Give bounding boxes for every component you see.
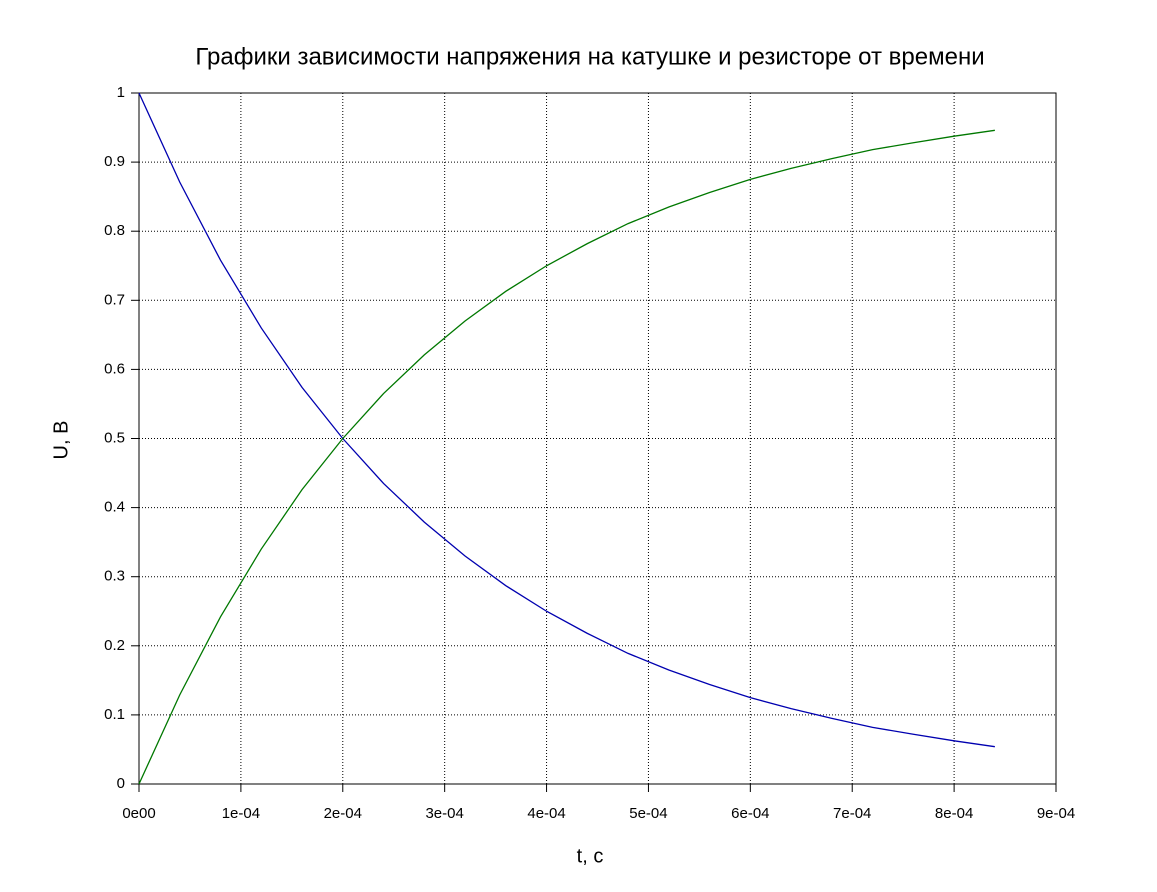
y-tick-label: 1	[117, 84, 125, 101]
y-axis-label: U, B	[50, 421, 72, 460]
y-tick-label: 0	[117, 775, 125, 792]
x-tick-label: 0e00	[122, 805, 155, 822]
x-tick-label: 2e-04	[324, 805, 362, 822]
x-tick-label: 9e-04	[1037, 805, 1075, 822]
x-tick-label: 5e-04	[629, 805, 667, 822]
y-tick-label: 0.5	[104, 429, 125, 446]
x-tick-label: 6e-04	[731, 805, 769, 822]
y-tick-label: 0.4	[104, 499, 125, 516]
y-tick-label: 0.3	[104, 568, 125, 585]
y-tick-label: 0.7	[104, 291, 125, 308]
x-tick-label: 7e-04	[833, 805, 871, 822]
y-tick-label: 0.1	[104, 706, 125, 723]
x-axis-label: t, c	[577, 845, 604, 867]
x-tick-label: 4e-04	[527, 805, 565, 822]
y-tick-label: 0.9	[104, 153, 125, 170]
x-tick-label: 3e-04	[425, 805, 463, 822]
plot-frame	[138, 92, 1057, 785]
series-line	[138, 129, 995, 785]
x-tick-label: 8e-04	[935, 805, 973, 822]
chart-title: Графики зависимости напряжения на катушк…	[195, 43, 984, 70]
y-tick-label: 0.2	[104, 637, 125, 654]
x-tick-label: 1e-04	[222, 805, 260, 822]
y-tick-label: 0.8	[104, 222, 125, 239]
y-tick-label: 0.6	[104, 360, 125, 377]
series-line	[138, 92, 995, 748]
